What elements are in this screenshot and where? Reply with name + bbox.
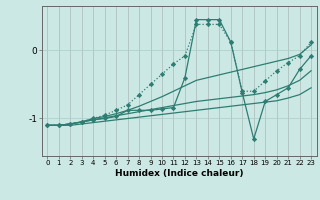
X-axis label: Humidex (Indice chaleur): Humidex (Indice chaleur)	[115, 169, 244, 178]
